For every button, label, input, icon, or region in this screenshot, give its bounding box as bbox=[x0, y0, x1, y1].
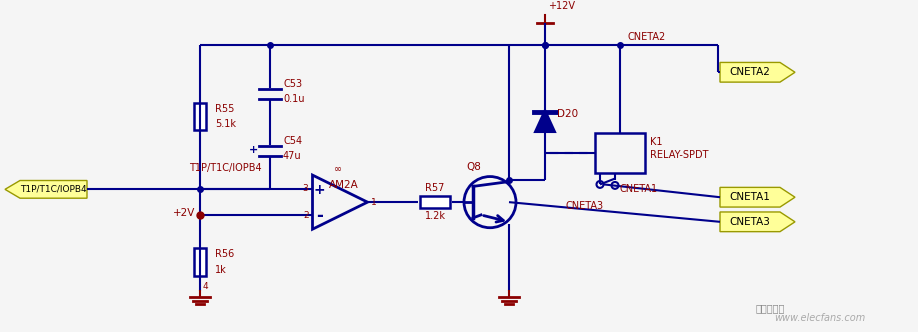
Polygon shape bbox=[536, 112, 554, 131]
Text: ∞: ∞ bbox=[334, 164, 342, 174]
Text: +: + bbox=[250, 145, 259, 155]
Text: CNETA1: CNETA1 bbox=[620, 184, 658, 194]
Text: RELAY-SPDT: RELAY-SPDT bbox=[650, 150, 709, 160]
Text: CNETA1: CNETA1 bbox=[730, 192, 770, 202]
Bar bbox=[194, 103, 206, 130]
Text: T1P/T1C/IOPB4: T1P/T1C/IOPB4 bbox=[189, 163, 262, 173]
Text: -: - bbox=[316, 207, 323, 225]
Text: 2: 2 bbox=[303, 211, 308, 220]
Text: K1: K1 bbox=[650, 137, 663, 147]
Bar bbox=[595, 133, 645, 173]
Text: AM2A: AM2A bbox=[330, 180, 359, 190]
Text: CNETA2: CNETA2 bbox=[730, 67, 770, 77]
Text: 电子发烧友: 电子发烧友 bbox=[756, 303, 785, 313]
Text: +12V: +12V bbox=[548, 1, 575, 11]
Text: 0.1u: 0.1u bbox=[283, 94, 305, 104]
Text: CNETA3: CNETA3 bbox=[565, 201, 603, 211]
Text: 1: 1 bbox=[371, 198, 376, 207]
Text: 1.2k: 1.2k bbox=[424, 211, 445, 221]
Text: 3: 3 bbox=[303, 184, 308, 193]
Text: 1k: 1k bbox=[215, 265, 227, 275]
Polygon shape bbox=[720, 187, 795, 207]
Polygon shape bbox=[5, 181, 87, 198]
Bar bbox=[420, 196, 450, 208]
Text: 4: 4 bbox=[203, 282, 208, 291]
Text: D20: D20 bbox=[557, 109, 578, 119]
Text: 47u: 47u bbox=[283, 151, 302, 161]
Text: C54: C54 bbox=[283, 136, 302, 146]
Text: R56: R56 bbox=[215, 249, 234, 259]
Text: C53: C53 bbox=[283, 79, 302, 89]
Text: www.elecfans.com: www.elecfans.com bbox=[775, 313, 866, 323]
Text: R57: R57 bbox=[425, 183, 444, 193]
Text: 5.1k: 5.1k bbox=[215, 120, 236, 129]
Text: Q8: Q8 bbox=[466, 162, 481, 172]
Text: R55: R55 bbox=[215, 104, 234, 114]
Bar bbox=[194, 248, 206, 276]
Text: CNETA2: CNETA2 bbox=[628, 32, 666, 42]
Text: T1P/T1C/IOPB4: T1P/T1C/IOPB4 bbox=[20, 185, 87, 194]
Polygon shape bbox=[720, 62, 795, 82]
Text: +: + bbox=[314, 183, 325, 197]
Polygon shape bbox=[720, 212, 795, 232]
Text: CNETA3: CNETA3 bbox=[730, 217, 770, 227]
Text: +2V: +2V bbox=[173, 208, 195, 218]
